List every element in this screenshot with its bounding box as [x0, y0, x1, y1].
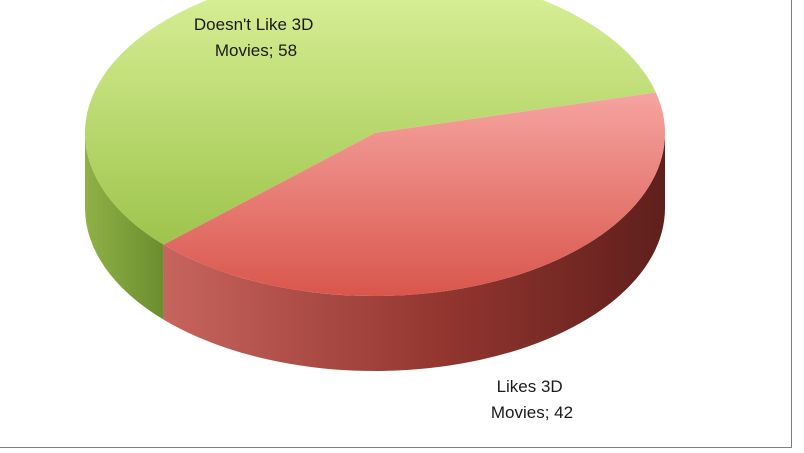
data-label-likes-line1: Likes 3D — [497, 377, 563, 396]
pie-sides — [85, 133, 665, 371]
data-label-likes-line2: Movies; 42 — [491, 403, 573, 422]
pie-side-likes — [163, 133, 665, 371]
pie-slice-likes — [163, 92, 665, 296]
pie-side-doesnt-like — [85, 133, 164, 320]
data-label-doesnt-like-line1: Doesn't Like 3D — [194, 15, 313, 34]
data-label-doesnt-like-line2: Movies; 58 — [215, 41, 297, 60]
data-label-doesnt-like: Doesn't Like 3D Movies; 58 — [194, 15, 318, 60]
pie-tops — [85, 0, 665, 296]
pie-slice-doesnt-like — [85, 0, 656, 245]
data-label-likes: Likes 3D Movies; 42 — [491, 377, 573, 422]
